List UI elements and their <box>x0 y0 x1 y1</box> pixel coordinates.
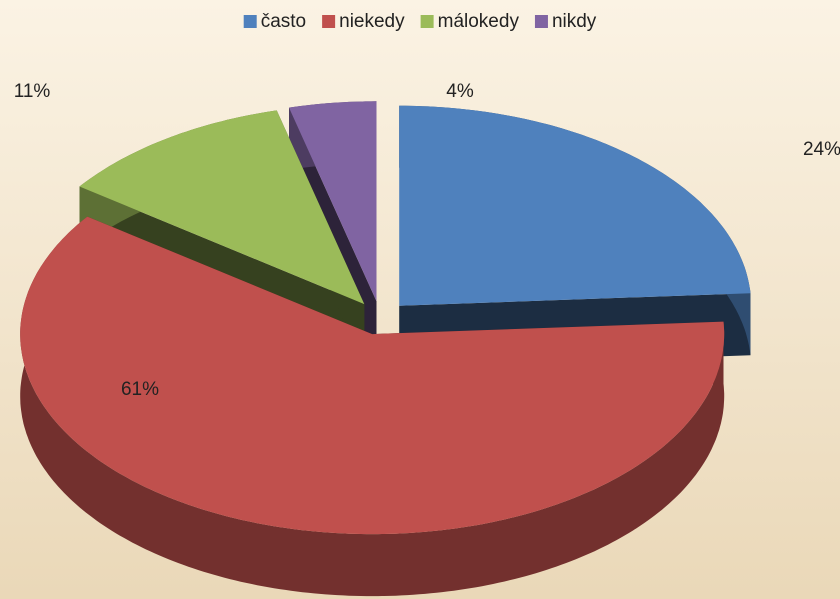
pie <box>20 101 751 597</box>
legend-label: málokedy <box>438 11 520 32</box>
slice <box>20 216 725 597</box>
legend-label: niekedy <box>339 11 405 32</box>
data-label: 11% <box>14 81 51 102</box>
data-label: 24% <box>803 139 840 160</box>
legend-swatch <box>420 15 434 28</box>
legend-swatch <box>243 15 257 28</box>
data-label: 61% <box>121 379 159 400</box>
legend-swatch <box>322 15 336 28</box>
slice-top <box>79 110 365 305</box>
slice-top <box>399 105 751 306</box>
legend-label: často <box>261 11 306 32</box>
legend: často niekedy málokedy nikdy <box>243 11 597 32</box>
legend-swatch <box>534 15 548 28</box>
slice-top <box>289 101 377 302</box>
slice-top <box>20 216 725 535</box>
data-label: 4% <box>446 81 474 102</box>
legend-label: nikdy <box>552 11 597 32</box>
